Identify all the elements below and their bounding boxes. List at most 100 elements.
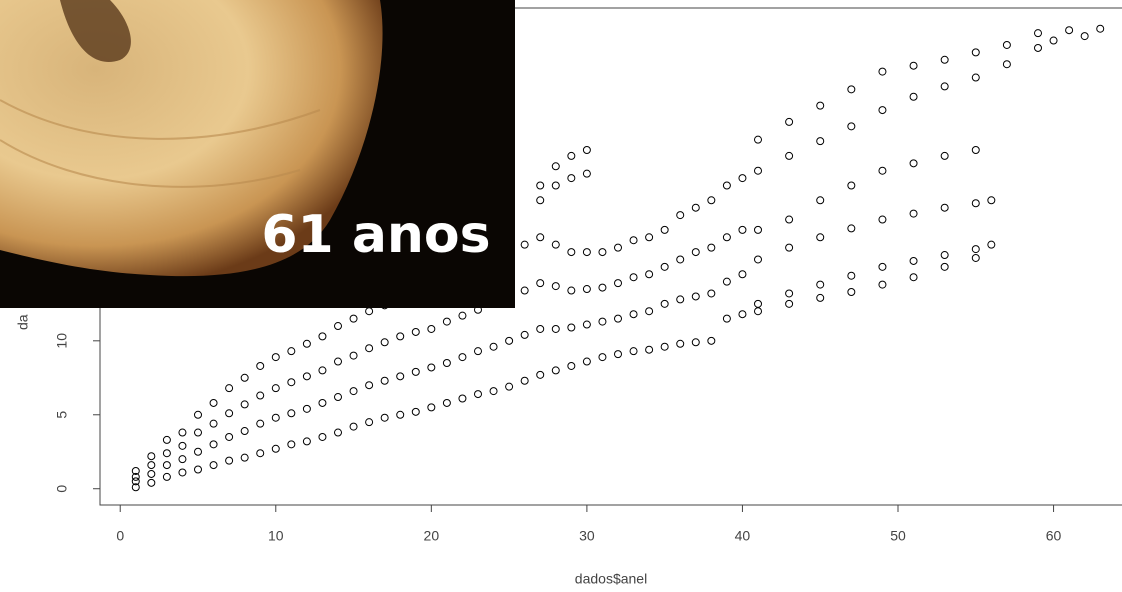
wood-ring [0,139,301,188]
point [162,461,171,470]
point [365,381,374,390]
point [738,225,747,234]
point [334,357,342,366]
point [334,322,342,331]
point [722,314,731,323]
point [754,299,762,308]
point [909,256,918,265]
point [645,233,654,242]
point [785,215,794,224]
point [676,339,685,348]
point [194,410,202,419]
point [722,181,731,190]
point [256,419,265,428]
point [178,455,187,464]
point [582,285,591,294]
point [660,342,669,351]
point [847,85,856,94]
point [847,224,856,233]
point [660,299,669,308]
point [722,277,731,286]
point [520,240,529,249]
plot-area: 0 10 20 30 40 50 60 0 5 10 [54,7,1122,544]
point [505,382,514,391]
point [940,82,949,91]
point [147,452,156,461]
point [271,444,280,453]
point [582,357,591,366]
point [209,419,218,428]
point [645,270,654,279]
y-tick-label: 5 [54,411,70,419]
point [458,311,467,320]
point [287,347,296,356]
wood-ring [0,99,321,140]
point [225,432,234,441]
point [614,279,622,288]
point [816,137,825,146]
point [707,196,716,205]
point [582,146,591,154]
point [691,248,700,257]
point [162,435,171,444]
point [754,135,762,144]
point [551,181,560,190]
point [271,353,280,362]
point [785,299,794,308]
point [629,236,638,245]
point [614,243,622,252]
point [536,324,545,333]
point [987,240,996,249]
photo: 61 anos [0,0,515,308]
x-tick-label: 10 [268,528,284,544]
point [194,447,202,456]
point [971,146,980,154]
point [474,390,482,399]
point [582,169,591,178]
point [411,367,420,376]
point [754,255,762,264]
point [442,398,451,407]
point [878,166,887,175]
point [411,407,420,416]
x-tick-label: 0 [116,528,124,544]
point [256,391,265,400]
point [287,440,296,449]
point [567,151,576,160]
point [691,338,700,347]
point [194,465,202,474]
point [162,472,171,481]
point [785,117,794,126]
point [722,233,731,242]
point [567,174,576,183]
point [1080,32,1089,41]
point [442,317,451,326]
point [131,483,140,492]
point [349,351,358,360]
point [365,307,374,316]
point [971,245,980,254]
point [909,273,918,282]
point [878,67,887,76]
point [318,398,327,407]
point [240,453,249,462]
point [645,345,654,354]
point [334,428,342,437]
point [442,359,451,367]
point [551,282,560,291]
point [536,279,545,288]
point [971,253,980,262]
point [878,262,887,271]
point [1034,29,1042,38]
point [598,283,607,292]
point [396,410,405,419]
point [598,317,607,326]
point [302,339,311,348]
point [598,248,607,257]
point [629,347,638,356]
point [396,332,405,341]
point [847,181,856,190]
point [940,203,949,212]
point [302,437,311,446]
y-axis-label: da [15,314,31,330]
